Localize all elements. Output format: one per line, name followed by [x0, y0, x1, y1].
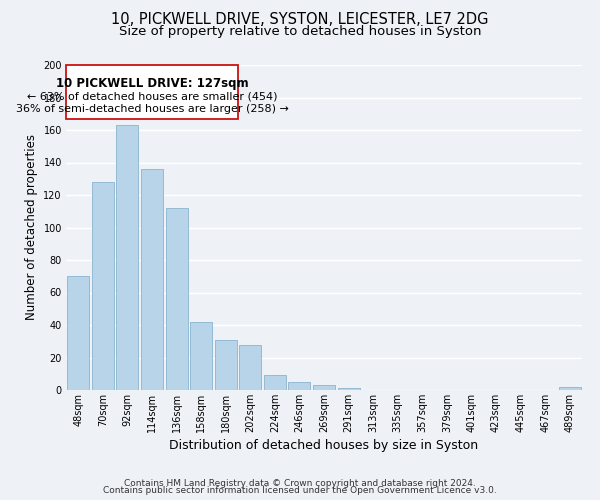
Bar	[264, 376, 286, 390]
Text: 36% of semi-detached houses are larger (258) →: 36% of semi-detached houses are larger (…	[16, 104, 289, 114]
FancyBboxPatch shape	[66, 65, 238, 118]
Bar	[116, 125, 139, 390]
Text: ← 63% of detached houses are smaller (454): ← 63% of detached houses are smaller (45…	[27, 92, 277, 102]
Bar	[92, 182, 114, 390]
Y-axis label: Number of detached properties: Number of detached properties	[25, 134, 38, 320]
Bar	[239, 344, 262, 390]
X-axis label: Distribution of detached houses by size in Syston: Distribution of detached houses by size …	[169, 439, 479, 452]
Bar	[166, 208, 188, 390]
Text: 10 PICKWELL DRIVE: 127sqm: 10 PICKWELL DRIVE: 127sqm	[56, 77, 248, 90]
Text: 10, PICKWELL DRIVE, SYSTON, LEICESTER, LE7 2DG: 10, PICKWELL DRIVE, SYSTON, LEICESTER, L…	[111, 12, 489, 28]
Bar	[67, 276, 89, 390]
Text: Size of property relative to detached houses in Syston: Size of property relative to detached ho…	[119, 25, 481, 38]
Text: Contains HM Land Registry data © Crown copyright and database right 2024.: Contains HM Land Registry data © Crown c…	[124, 478, 476, 488]
Bar	[141, 169, 163, 390]
Bar	[559, 387, 581, 390]
Text: Contains public sector information licensed under the Open Government Licence v3: Contains public sector information licen…	[103, 486, 497, 495]
Bar	[190, 322, 212, 390]
Bar	[313, 385, 335, 390]
Bar	[289, 382, 310, 390]
Bar	[215, 340, 237, 390]
Bar	[338, 388, 359, 390]
